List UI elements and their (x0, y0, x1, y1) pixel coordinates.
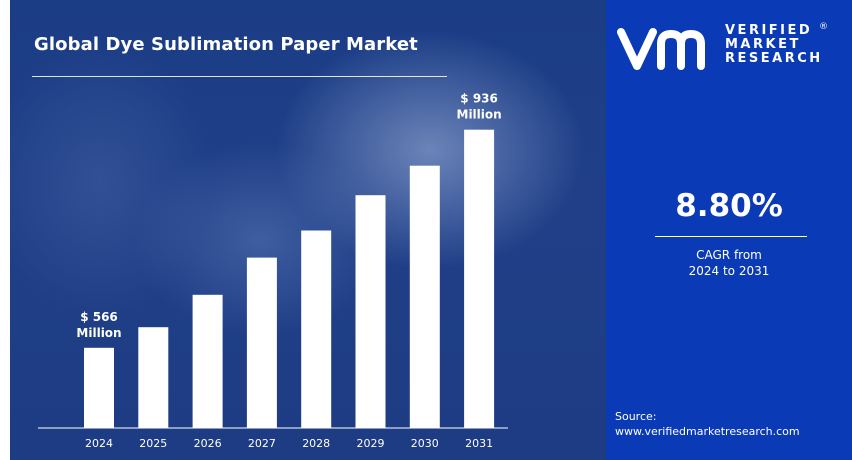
value-annotations: $ 566 Million $ 936 Million (76, 92, 501, 340)
x-tick-label-2030: 2030 (411, 437, 439, 450)
bars-group (84, 129, 495, 428)
cagr-label-line1: CAGR from (696, 248, 762, 262)
x-tick-label-2028: 2028 (302, 437, 330, 450)
bar-2025 (138, 327, 169, 428)
data-label-2031-line2: Million (457, 108, 502, 122)
cagr-label-line2: 2024 to 2031 (688, 264, 770, 278)
bar-2026 (192, 294, 223, 428)
summary-panel (606, 0, 852, 460)
data-label-2024-line1: $ 566 (80, 310, 118, 324)
bar-2027 (246, 257, 277, 428)
logo-text-verified: VERIFIED (725, 23, 813, 38)
x-tick-labels: 2024 2025 2026 2027 2028 2029 2030 2031 (85, 437, 493, 450)
cagr-value: 8.80% (675, 188, 783, 224)
bar-chart: 2024 2025 2026 2027 2028 2029 2030 2031 $ 566 Mi… (0, 0, 606, 460)
bar-2028 (301, 230, 332, 428)
bar-2029 (355, 195, 386, 428)
data-label-2024-line2: Million (76, 326, 121, 340)
title-underline (32, 76, 447, 77)
x-tick-label-2029: 2029 (357, 437, 385, 450)
bar-2024 (84, 347, 114, 428)
source-label: Source: (615, 410, 657, 423)
data-label-2031-line1: $ 936 (460, 92, 498, 106)
x-tick-label-2031: 2031 (465, 437, 493, 450)
x-tick-label-2025: 2025 (139, 437, 167, 450)
bar-2031 (464, 129, 495, 428)
brand-logo: VERIFIED MARKET RESEARCH ® (617, 22, 837, 74)
chart-title: Global Dye Sublimation Paper Market (34, 34, 418, 55)
x-tick-label-2027: 2027 (248, 437, 276, 450)
vmr-logo-icon (617, 28, 705, 70)
logo-text-market: MARKET (725, 37, 801, 52)
x-tick-label-2026: 2026 (194, 437, 222, 450)
registered-mark: ® (819, 22, 828, 32)
source-url: www.verifiedmarketresearch.com (615, 425, 800, 438)
logo-text-research: RESEARCH (725, 51, 823, 66)
x-tick-label-2024: 2024 (85, 437, 113, 450)
bar-2030 (409, 165, 440, 428)
cagr-divider (655, 236, 807, 237)
